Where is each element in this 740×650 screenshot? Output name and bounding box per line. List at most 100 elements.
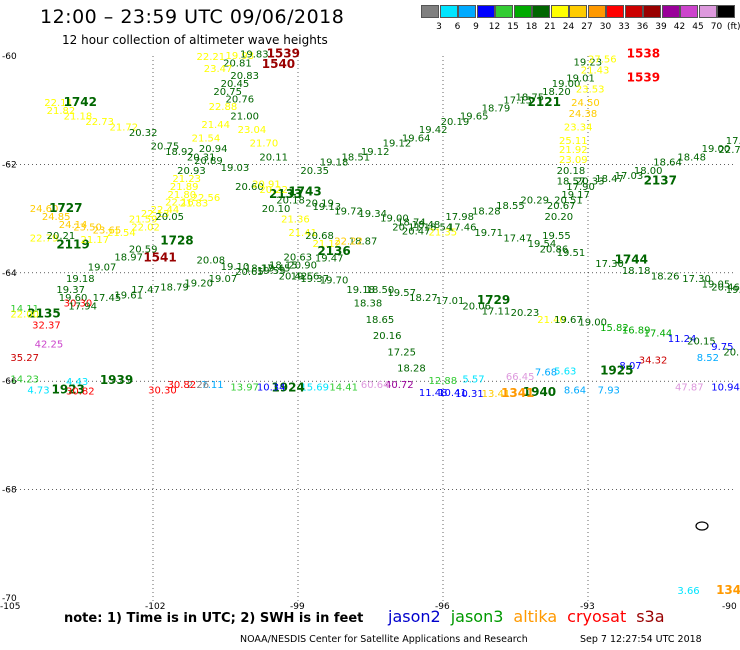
wave-height-reading: 21.54 bbox=[192, 133, 221, 144]
wave-height-reading: 21.40 bbox=[537, 315, 566, 326]
pass-time-label: 1539 bbox=[267, 46, 300, 60]
graticule bbox=[8, 56, 733, 604]
wave-height-reading: 22.00 bbox=[10, 309, 39, 320]
wave-height-reading: 21.23 bbox=[172, 174, 201, 185]
wave-height-reading: 20.11 bbox=[259, 152, 288, 163]
wave-height-reading: 40.72 bbox=[385, 380, 414, 391]
legend-label: 18 bbox=[525, 22, 538, 32]
wave-height-reading: 24.85 bbox=[42, 212, 71, 223]
wave-height-reading: 19.17 bbox=[561, 190, 590, 201]
wave-height-reading: 20.81 bbox=[223, 59, 252, 70]
generation-timestamp: Sep 7 12:27:54 UTC 2018 bbox=[580, 634, 702, 645]
legend-swatch bbox=[439, 5, 458, 18]
wave-height-reading: 5.57 bbox=[462, 374, 484, 385]
wave-height-reading: 19.65 bbox=[460, 112, 489, 123]
wave-height-reading: 18.20 bbox=[542, 87, 571, 98]
legend-swatch bbox=[680, 5, 698, 18]
wave-height-reading: 23.50 bbox=[73, 223, 102, 234]
wave-height-reading: 19.55 bbox=[542, 231, 571, 242]
wave-height-reading: 17.47 bbox=[503, 234, 532, 245]
wave-height-reading: 19.00 bbox=[552, 79, 581, 90]
wave-height-reading: 20.29 bbox=[520, 196, 549, 207]
wave-height-reading: 19.37 bbox=[56, 285, 85, 296]
wave-height-reading: 20.67 bbox=[547, 201, 576, 212]
wave-height-reading: 23.34 bbox=[564, 122, 593, 133]
wave-height-reading: 19.72 bbox=[334, 206, 363, 217]
wave-height-reading: 17.11 bbox=[482, 307, 511, 318]
wave-height-reading: 20.45 bbox=[221, 79, 250, 90]
wave-height-reading: 24.60 bbox=[30, 204, 59, 215]
wave-height-reading: 19.64 bbox=[402, 133, 431, 144]
wave-height-reading: 23.47 bbox=[204, 64, 233, 75]
wave-height-reading: 19.18 bbox=[320, 158, 349, 169]
wave-height-reading: 14.41 bbox=[329, 383, 358, 394]
pass-time-label: 1541 bbox=[143, 251, 176, 265]
satellite-s3a: s3a bbox=[636, 607, 665, 626]
wave-height-reading: 20.21 bbox=[47, 231, 76, 242]
wave-height-reading: 18.38 bbox=[354, 299, 383, 310]
pass-time-label: 1539 bbox=[627, 71, 660, 85]
wave-height-reading: 20.23 bbox=[511, 308, 540, 319]
wave-height-reading: 19.00 bbox=[578, 318, 607, 329]
wave-height-reading: 17.30 bbox=[595, 259, 624, 270]
legend-label: 15 bbox=[507, 22, 519, 32]
legend-label: 30 bbox=[599, 22, 612, 32]
pass-time-label: 1924 bbox=[271, 381, 304, 395]
wave-height-reading: 19.59 bbox=[257, 266, 286, 277]
legend-swatch bbox=[458, 5, 476, 18]
wave-height-reading: 20.22 bbox=[259, 185, 288, 196]
pass-time-label: 2135 bbox=[27, 306, 60, 320]
wave-height-reading: 22.11 bbox=[44, 98, 73, 109]
wave-height-reading: 8.64 bbox=[564, 385, 586, 396]
legend-swatch bbox=[513, 5, 532, 18]
wave-height-reading: 42.25 bbox=[35, 339, 64, 350]
pass-time-label: 1940 bbox=[523, 385, 556, 399]
wave-height-reading: 20.89 bbox=[194, 156, 223, 167]
wave-height-reading: 22.21 bbox=[197, 52, 226, 63]
wave-height-reading: 23.53 bbox=[576, 85, 605, 96]
wave-height-reading: 21.54 bbox=[107, 228, 136, 239]
wave-height-reading: 19.54 bbox=[528, 239, 557, 250]
wave-height-reading: 17.25 bbox=[387, 347, 416, 358]
latitude-tick-label: -68 bbox=[2, 486, 17, 496]
wave-height-reading: 19.61 bbox=[114, 290, 143, 301]
wave-height-reading: 19.70 bbox=[320, 275, 349, 286]
wave-height-reading: 19.45 bbox=[262, 263, 291, 274]
wave-height-reading: 17.15 bbox=[503, 95, 532, 106]
wave-height-reading: 23.65 bbox=[93, 225, 122, 236]
wave-height-reading: 17.30 bbox=[682, 274, 711, 285]
latitude-tick-label: -70 bbox=[2, 594, 17, 604]
wave-height-reading: 20.10 bbox=[262, 204, 291, 215]
wave-height-reading: 18.79 bbox=[160, 282, 189, 293]
wave-height-reading: 18.28 bbox=[397, 364, 426, 375]
island-outline bbox=[695, 521, 709, 531]
wave-height-reading: 20.51 bbox=[554, 196, 583, 207]
wave-height-reading: 21.35 bbox=[429, 228, 458, 239]
wave-height-reading: 21.17 bbox=[81, 235, 110, 246]
legend-label: 27 bbox=[581, 22, 593, 32]
wave-height-reading: 18.26 bbox=[651, 272, 680, 283]
wave-height-reading: 20.31 bbox=[187, 152, 216, 163]
wave-height-reading: 24.14 bbox=[59, 220, 88, 231]
wave-height-reading: 21.82 bbox=[47, 106, 76, 117]
legend-swatch bbox=[532, 5, 550, 18]
wave-height-reading: 23.09 bbox=[559, 155, 588, 166]
legend-swatch bbox=[550, 5, 569, 18]
wave-height-reading: 19.13 bbox=[313, 202, 342, 213]
legend-label: 42 bbox=[673, 22, 686, 32]
wave-height-reading: 21.89 bbox=[170, 182, 199, 193]
wave-height-reading: 21.59 bbox=[129, 215, 158, 226]
wave-height-reading: 34.32 bbox=[639, 356, 668, 367]
wave-height-reading: 19.20 bbox=[184, 279, 213, 290]
map-title: 12:00 – 23:59 UTC 09/06/2018 bbox=[40, 6, 345, 28]
legend-swatch bbox=[717, 5, 735, 18]
wave-height-reading: 18.55 bbox=[496, 201, 525, 212]
wave-height-reading: 10.34 bbox=[257, 383, 286, 394]
legend-swatch bbox=[476, 5, 495, 18]
wave-height-reading: 16.89 bbox=[622, 326, 651, 337]
wave-height-reading: 47.87 bbox=[675, 383, 704, 394]
pass-time-label: 1727 bbox=[49, 201, 82, 215]
wave-height-reading: 20.75 bbox=[213, 87, 242, 98]
wave-height-reading: 21.41 bbox=[288, 228, 317, 239]
